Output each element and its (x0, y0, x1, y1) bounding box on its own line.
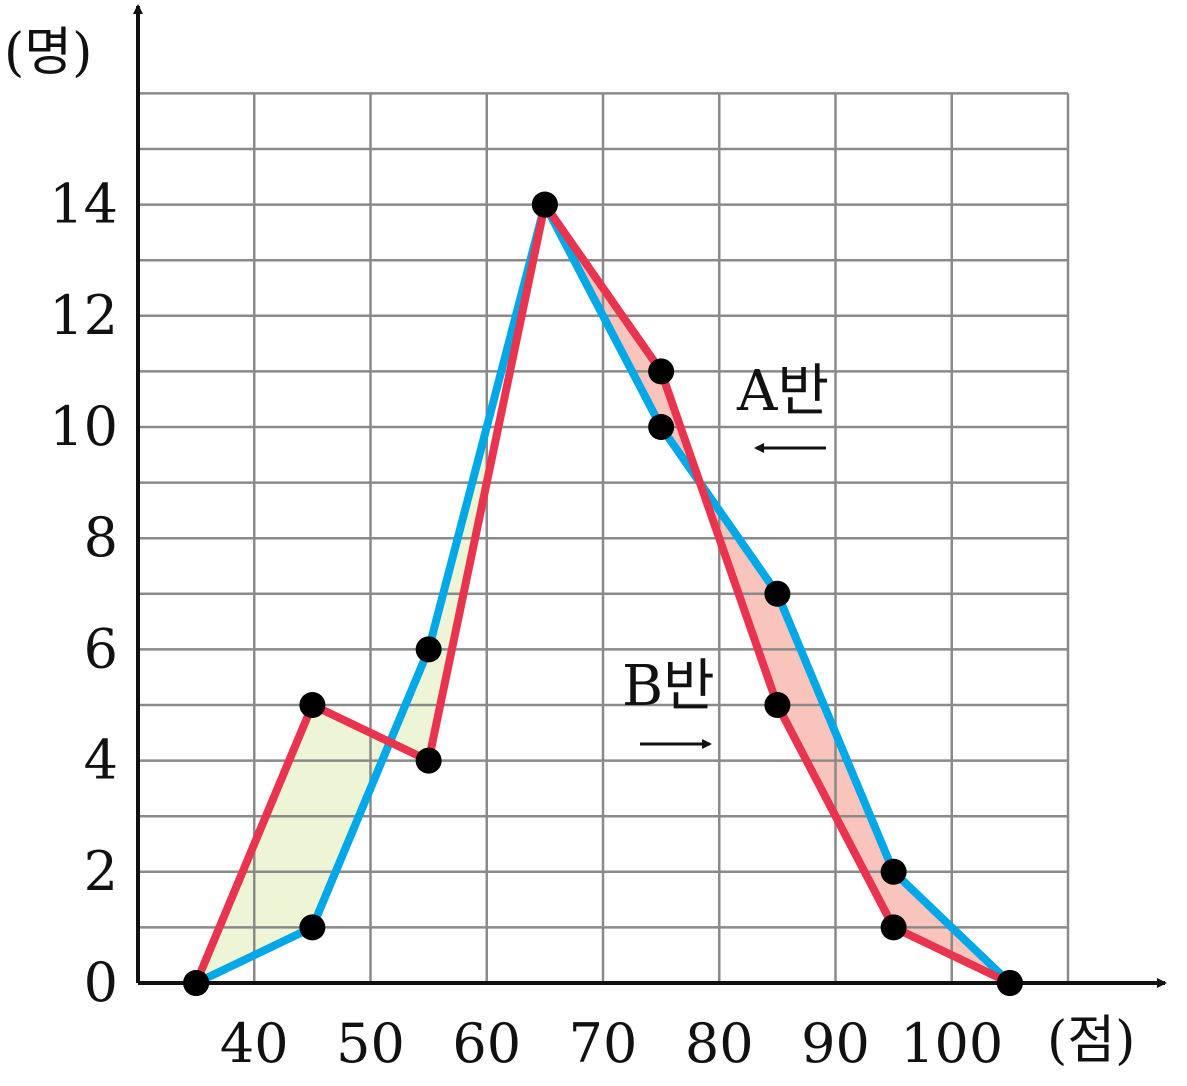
series-b-label: B반 (622, 654, 715, 719)
series-a-point (415, 636, 442, 663)
y-tick-label: 10 (49, 395, 118, 458)
x-tick-label: 70 (569, 1012, 638, 1075)
series-a-label: A반 (736, 359, 829, 424)
y-tick-label: 6 (84, 617, 118, 680)
series-b-point (415, 747, 442, 774)
series-a-point (648, 414, 675, 440)
x-tick-label: 50 (336, 1012, 405, 1075)
series-a-point (764, 580, 791, 607)
series-b-point (299, 692, 326, 718)
grid (138, 92, 1070, 983)
legend-series-b: B반 (622, 654, 715, 749)
series-b-point (880, 914, 907, 941)
series-a-line (192, 200, 1014, 987)
y-tick-label: 12 (49, 284, 118, 347)
series-b-point (183, 970, 210, 996)
y-tick-label: 4 (84, 729, 118, 792)
x-axis-unit-label: (점) (1047, 1011, 1135, 1071)
series-b-point (531, 191, 558, 218)
series-b-point (648, 358, 675, 385)
series-b-point (764, 692, 791, 718)
tick-labels: 40 50 60 70 80 90 100 0 2 4 6 8 10 12 14 (49, 173, 1003, 1075)
shaded-region (196, 427, 487, 983)
y-axis-unit-label: (명) (4, 23, 92, 83)
x-tick-label: 40 (220, 1012, 289, 1075)
y-tick-label: 14 (49, 173, 118, 236)
series-b-point (996, 970, 1023, 996)
series-a-point (299, 914, 326, 941)
data-points (183, 191, 1023, 996)
x-tick-label: 80 (685, 1012, 754, 1075)
axes (133, 4, 1167, 988)
y-tick-label: 0 (84, 951, 118, 1014)
x-tick-label: 90 (801, 1012, 870, 1075)
legend-series-a: A반 (736, 359, 829, 453)
x-tick-label: 100 (900, 1012, 1003, 1075)
y-tick-label: 8 (84, 506, 118, 569)
series-a-point (880, 858, 907, 885)
x-tick-label: 60 (452, 1012, 521, 1075)
series-b-line (192, 200, 1014, 987)
y-tick-label: 2 (84, 840, 118, 903)
series-lines (192, 200, 1014, 987)
